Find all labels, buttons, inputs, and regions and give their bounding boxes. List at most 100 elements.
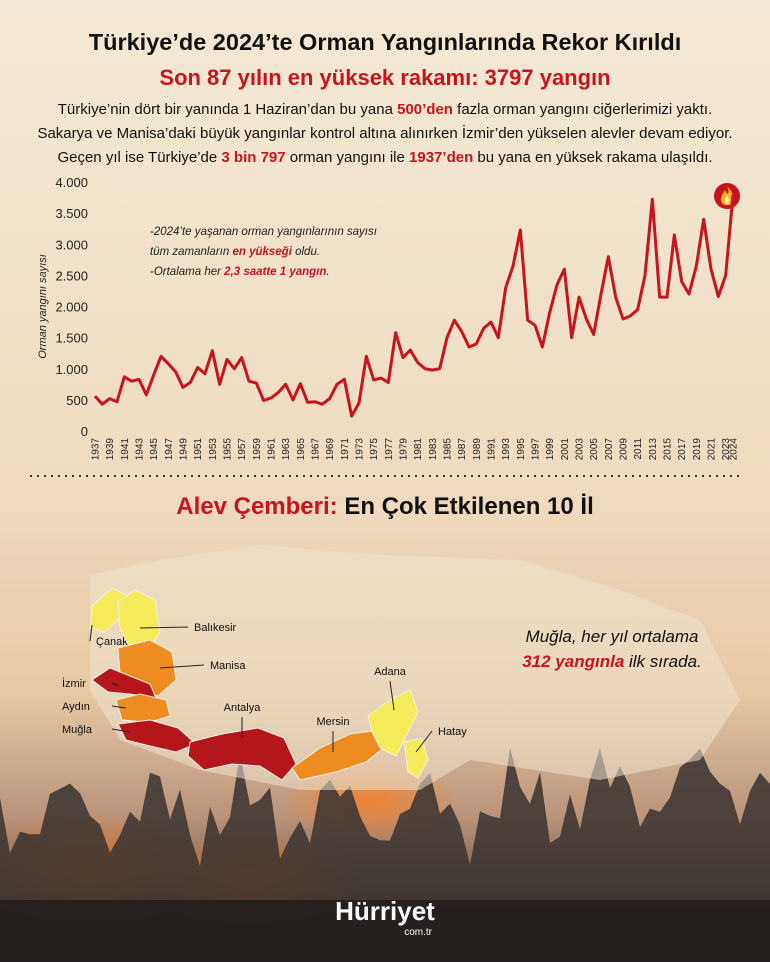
province-label: Manisa [210, 660, 246, 672]
x-tick-label: 1985 [443, 438, 454, 461]
x-tick-label: 1941 [120, 438, 131, 461]
text-segment: 1937’den [409, 149, 473, 166]
paragraph-line: Geçen yıl ise Türkiye’de 3 bin 797 orman… [57, 149, 712, 166]
x-tick-label: 1967 [311, 438, 322, 461]
text-segment: Türkiye’nin dört bir yanında 1 Haziran’d… [58, 101, 397, 118]
y-tick-label: 500 [66, 393, 88, 408]
annotation-line: -Ortalama her 2,3 saatte 1 yangın. [150, 266, 330, 278]
y-tick-label: 1.500 [55, 331, 88, 346]
x-tick-label: 2024 [729, 438, 740, 461]
text-segment: bu yana en yüksek rakama ulaşıldı. [473, 149, 712, 166]
leader-line [389, 680, 395, 711]
x-tick-label: 2003 [575, 438, 586, 461]
leader-line [159, 664, 205, 669]
province-label: Adana [374, 666, 407, 678]
leader-line [111, 728, 131, 733]
x-tick-label: 1969 [325, 438, 336, 461]
text-segment: 3 bin 797 [221, 149, 285, 166]
y-tick-label: 2.500 [55, 268, 88, 283]
text-segment: orman yangını ile [286, 149, 409, 166]
y-tick-label: 3.500 [55, 206, 88, 221]
fire-icon [714, 183, 740, 209]
x-tick-label: 2005 [589, 438, 600, 461]
x-tick-label: 1955 [223, 438, 234, 461]
text-segment: -Ortalama her [150, 266, 224, 278]
leader-line [415, 730, 433, 753]
text-segment: 312 yangınla [522, 652, 624, 671]
x-tick-label: 1971 [340, 438, 351, 461]
line-series [93, 194, 735, 418]
province-label: Mersin [316, 716, 349, 728]
x-tick-label: 1979 [399, 438, 410, 461]
x-tick-label: 2019 [692, 438, 703, 461]
province-label: Balıkesir [194, 622, 237, 634]
map-note: 312 yangınla ilk sırada. [522, 652, 702, 671]
x-tick-label: 1995 [516, 438, 527, 461]
x-tick-label: 1975 [369, 438, 380, 461]
text-segment: -2024’te yaşanan orman yangınlarının say… [150, 226, 377, 238]
leader-line [139, 626, 189, 629]
province-label: Aydın [62, 701, 90, 713]
x-tick-label: 1945 [149, 438, 160, 461]
y-tick-label: 4.000 [55, 175, 88, 190]
x-tick-label: 1957 [237, 438, 248, 461]
x-tick-label: 1977 [384, 438, 395, 461]
y-tick-label: 3.000 [55, 237, 88, 252]
title: Türkiye’de 2024’te Orman Yangınlarında R… [89, 29, 682, 55]
x-tick-label: 1997 [531, 438, 542, 461]
province-label: Muğla [62, 724, 93, 736]
province [117, 589, 161, 649]
text-segment: . [326, 266, 329, 278]
paragraph-line: Sakarya ve Manisa’daki büyük yangınlar k… [37, 124, 732, 142]
leader-line [111, 682, 119, 687]
x-tick-label: 1991 [487, 438, 498, 461]
map-title: Alev Çemberi: En Çok Etkilenen 10 İl [176, 493, 593, 520]
y-tick-label: 2.000 [55, 300, 88, 315]
x-tick-label: 1973 [355, 438, 366, 461]
leader-line [89, 624, 93, 642]
x-tick-label: 1943 [135, 438, 146, 461]
x-tick-label: 1949 [179, 438, 190, 461]
x-tick-label: 1951 [193, 438, 204, 461]
logo: Hürriyet [335, 896, 435, 926]
province [403, 737, 429, 779]
province [91, 667, 157, 699]
annotation-line: -2024’te yaşanan orman yangınlarının say… [150, 226, 377, 238]
x-tick-label: 1953 [208, 438, 219, 461]
y-axis-label: Orman yangını sayısı [37, 254, 49, 359]
province [115, 693, 171, 723]
x-tick-label: 1961 [267, 438, 278, 461]
province [187, 727, 297, 781]
text-segment: Sakarya ve Manisa’daki büyük yangınlar k… [37, 124, 732, 142]
x-tick-label: 2017 [677, 438, 688, 461]
province [89, 587, 129, 633]
text-segment: en yükseği [232, 246, 292, 258]
subtitle: Son 87 yılın en yüksek rakamı: 3797 yang… [159, 65, 610, 90]
x-tick-label: 1939 [105, 438, 116, 461]
x-tick-label: 2009 [619, 438, 630, 461]
text-segment: Geçen yıl ise Türkiye’de [57, 149, 221, 166]
x-tick-label: 1965 [296, 438, 307, 461]
ground [0, 900, 770, 962]
x-tick-label: 1983 [428, 438, 439, 461]
x-tick-label: 2007 [604, 438, 615, 461]
province-label: Antalya [224, 702, 262, 714]
annotation-line: tüm zamanların en yükseği oldu. [150, 246, 320, 258]
text-segment: Alev Çemberi: [176, 493, 337, 520]
x-tick-label: 2015 [663, 438, 674, 461]
province-label: İzmir [62, 677, 86, 690]
x-tick-label: 1993 [501, 438, 512, 461]
province-label: Hatay [438, 726, 467, 738]
x-tick-label: 1959 [252, 438, 263, 461]
text-segment: Muğla, her yıl ortalama [526, 627, 699, 646]
y-tick-label: 0 [81, 424, 88, 439]
text-segment: fazla orman yangını ciğerlerimizi yaktı. [453, 101, 712, 118]
x-tick-label: 1981 [413, 438, 424, 461]
x-tick-label: 1987 [457, 438, 468, 461]
text-segment: ilk sırada. [624, 652, 701, 671]
text-segment: tüm zamanların [150, 246, 232, 258]
x-tick-label: 1963 [281, 438, 292, 461]
x-tick-label: 1989 [472, 438, 483, 461]
